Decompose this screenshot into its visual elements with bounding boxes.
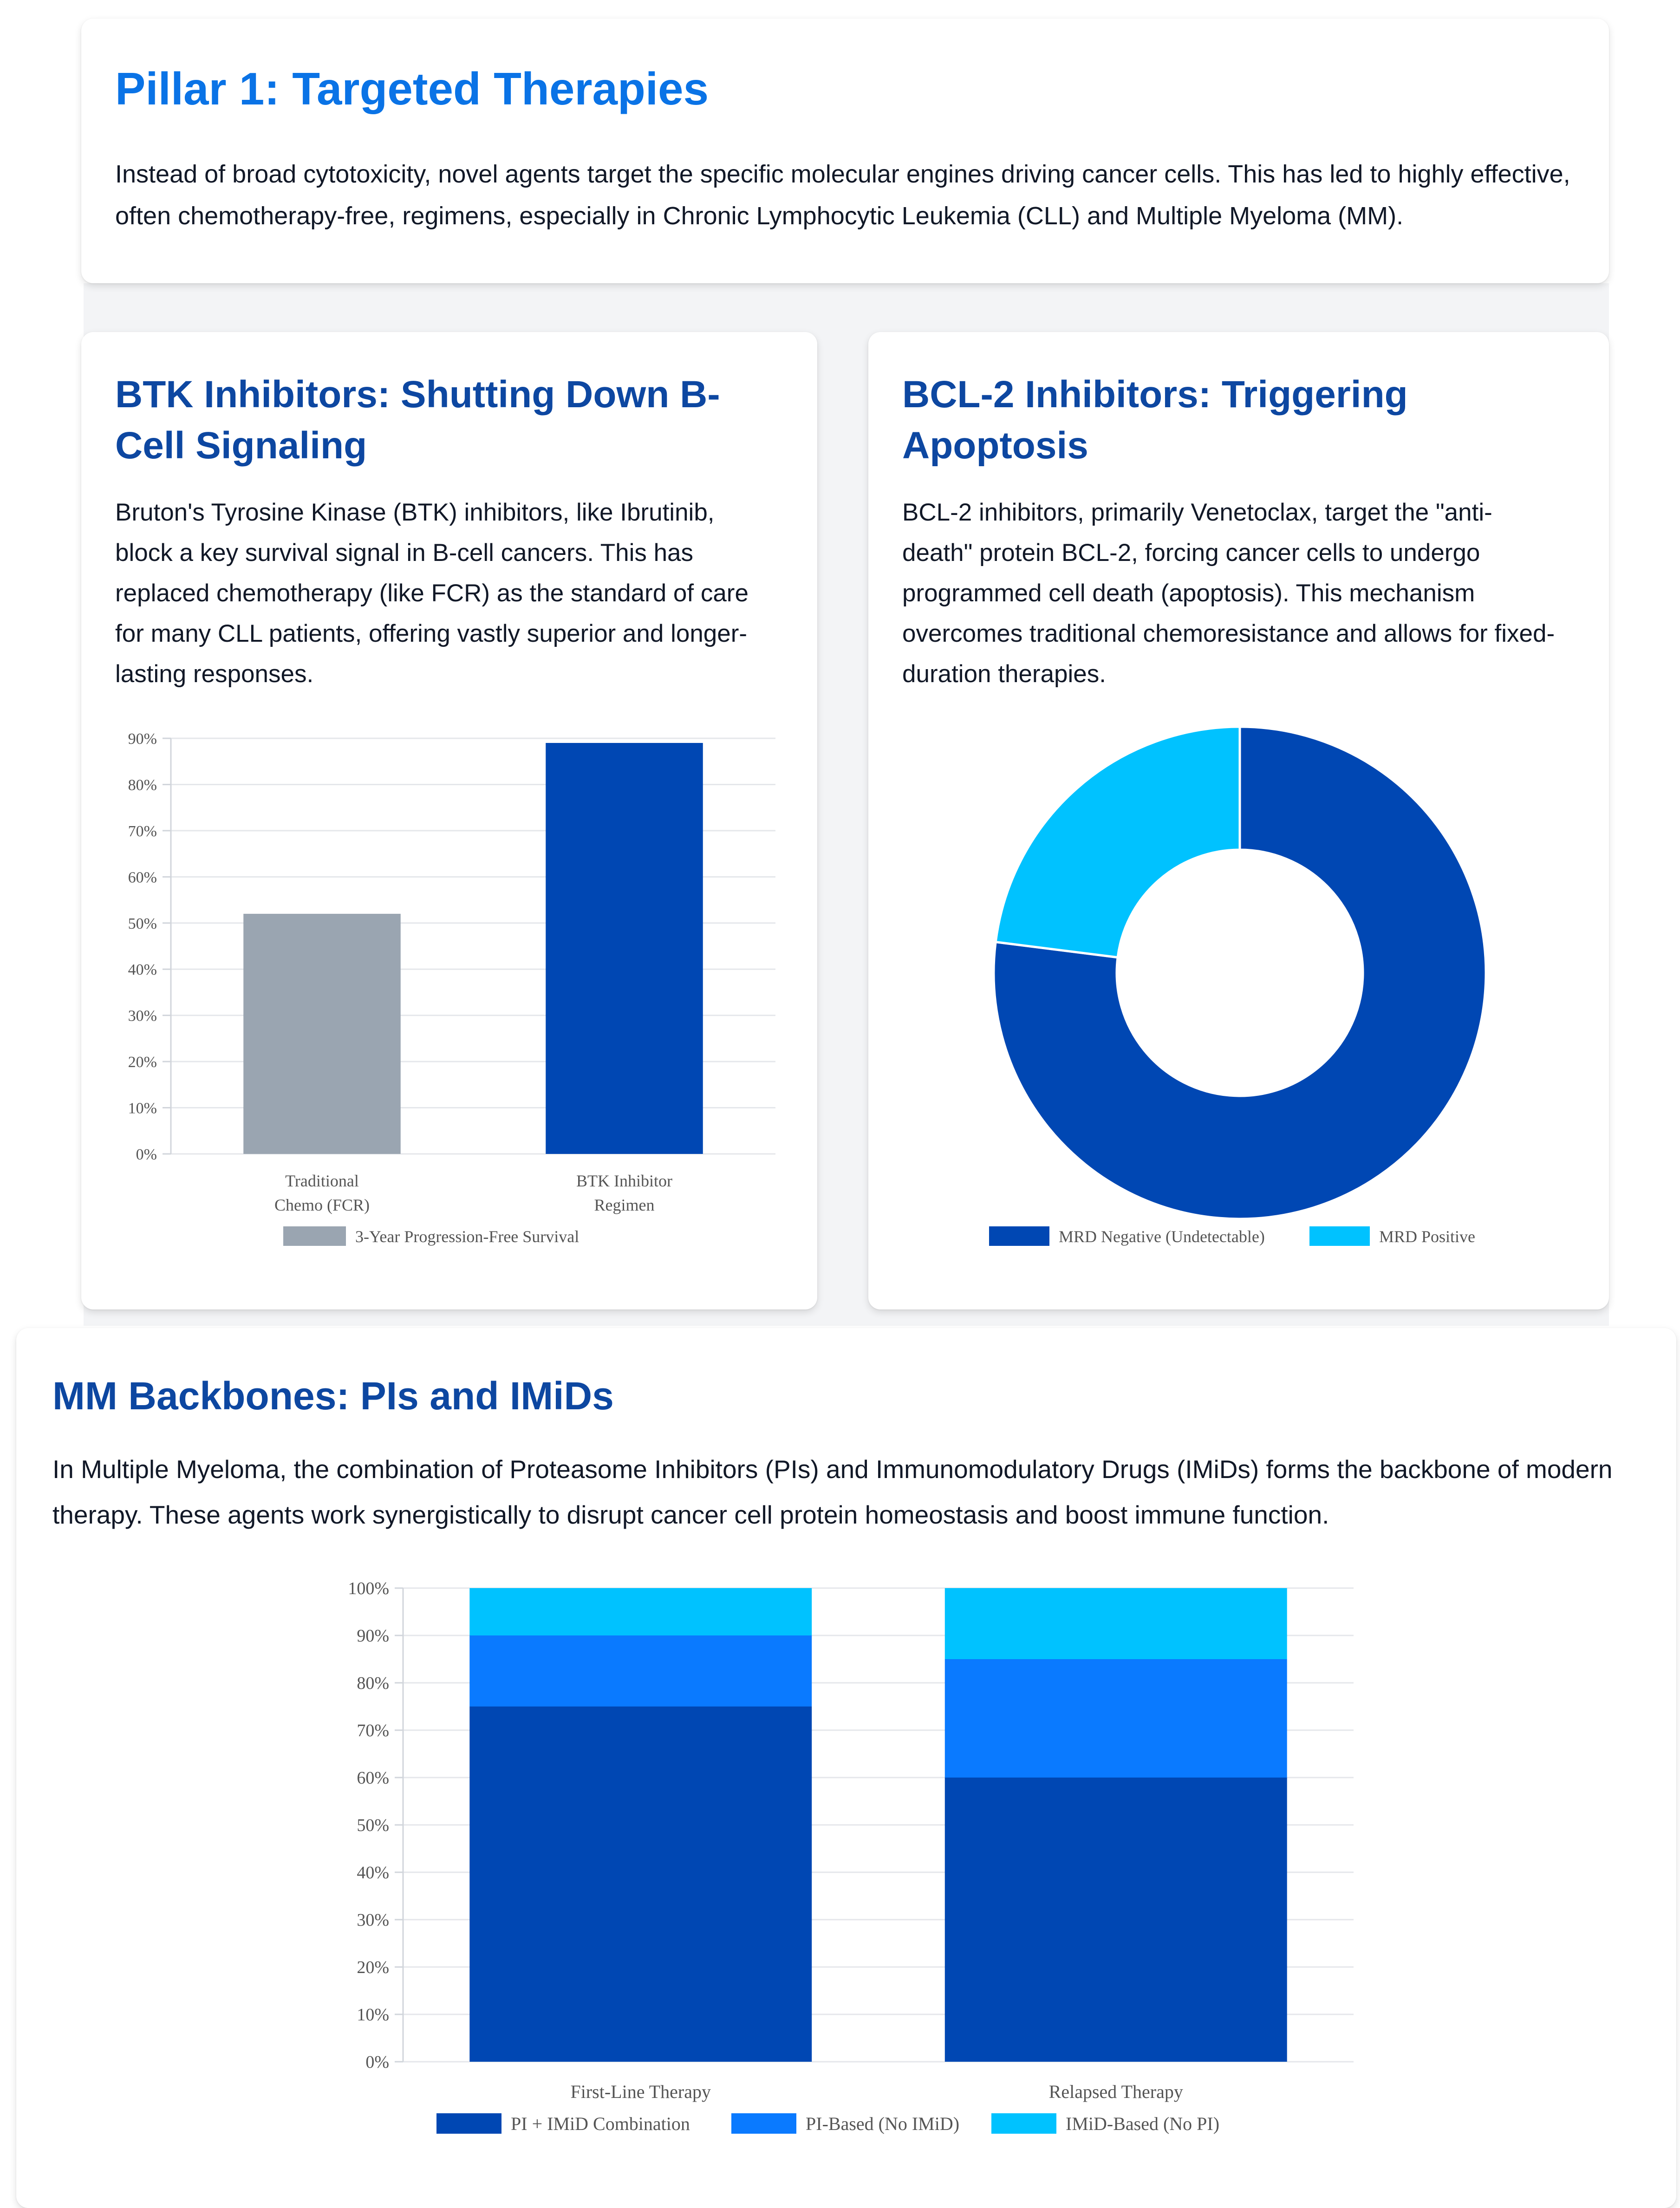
- legend-label: PI + IMiD Combination: [511, 2113, 690, 2134]
- mm-stacked-bar-chart: 0% 10% 20% 30% 40% 50% 60% 70% 80% 90% 100% First-L…: [348, 1579, 1354, 2134]
- legend-swatch: [283, 1226, 346, 1246]
- y-tick-label: 90%: [357, 1626, 389, 1646]
- bcl2-title: BCL-2 Inhibitors: Triggering Apoptosis: [902, 373, 1408, 467]
- bar-segment: [944, 1778, 1287, 2062]
- bar-segment: [944, 1588, 1287, 1659]
- legend-swatch: [991, 2113, 1056, 2134]
- y-tick-label: 80%: [357, 1674, 389, 1693]
- x-tick-label: First-Line Therapy: [570, 2081, 711, 2102]
- legend-swatch: [436, 2113, 501, 2134]
- bar-segment: [469, 1706, 812, 2062]
- donut-slice: [992, 725, 1487, 1220]
- x-tick-label: Traditional: [285, 1172, 359, 1190]
- y-tick-label: 80%: [128, 776, 157, 794]
- legend-label: MRD Positive: [1379, 1227, 1475, 1246]
- bar-segment: [944, 1659, 1287, 1778]
- btk-title: BTK Inhibitors: Shutting Down B-Cell Sig…: [115, 373, 720, 467]
- mrd-donut-chart: MRD Negative (Undetectable) MRD Positive: [989, 725, 1487, 1246]
- mm-card: MM Backbones: PIs and IMiDs In Multiple …: [16, 1328, 1676, 2208]
- x-tick-label: BTK Inhibitor: [576, 1172, 672, 1190]
- btk-pfs-bar-chart: 0% 10% 20% 30% 40% 50% 60% 70% 80% 90% Traditional…: [128, 730, 775, 1246]
- y-tick-label: 90%: [128, 730, 157, 748]
- donut-slice: [994, 725, 1241, 959]
- y-tick-label: 30%: [357, 1910, 389, 1930]
- y-tick-label: 10%: [357, 2005, 389, 2025]
- legend-label: PI-Based (No IMiD): [806, 2113, 959, 2134]
- y-tick-label: 0%: [365, 2052, 389, 2072]
- y-tick-label: 20%: [128, 1054, 157, 1071]
- bar-segment: [469, 1588, 812, 1635]
- mm-description: In Multiple Myeloma, the combination of …: [52, 1455, 1613, 1529]
- x-tick-label: Relapsed Therapy: [1049, 2081, 1183, 2102]
- x-tick-label: Regimen: [594, 1196, 655, 1214]
- y-tick-label: 0%: [136, 1146, 157, 1163]
- legend-swatch: [989, 1226, 1049, 1246]
- y-tick-label: 100%: [348, 1579, 389, 1598]
- btk-card: BTK Inhibitors: Shutting Down B-Cell Sig…: [81, 332, 817, 1309]
- y-tick-label: 40%: [357, 1863, 389, 1882]
- legend-label: 3-Year Progression-Free Survival: [355, 1227, 579, 1246]
- legend-swatch: [731, 2113, 796, 2134]
- bcl2-description: BCL-2 inhibitors, primarily Venetoclax, …: [902, 499, 1555, 688]
- y-tick-label: 70%: [128, 823, 157, 840]
- y-tick-label: 70%: [357, 1721, 389, 1740]
- section-description: Instead of broad cytotoxicity, novel age…: [115, 160, 1570, 230]
- btk-description: Bruton's Tyrosine Kinase (BTK) inhibitor…: [115, 499, 749, 688]
- y-tick-label: 10%: [128, 1100, 157, 1117]
- legend-label: MRD Negative (Undetectable): [1059, 1227, 1265, 1246]
- y-tick-label: 50%: [357, 1816, 389, 1835]
- section-title: Pillar 1: Targeted Therapies: [115, 63, 709, 114]
- y-tick-label: 50%: [128, 915, 157, 932]
- x-tick-label: Chemo (FCR): [274, 1196, 370, 1214]
- bar: [546, 743, 703, 1154]
- bar-segment: [469, 1635, 812, 1706]
- y-tick-label: 30%: [128, 1008, 157, 1025]
- legend-label: IMiD-Based (No PI): [1066, 2113, 1219, 2134]
- bcl2-card: BCL-2 Inhibitors: Triggering Apoptosis B…: [868, 332, 1609, 1309]
- mm-title: MM Backbones: PIs and IMiDs: [52, 1374, 614, 1418]
- intro-card: Pillar 1: Targeted Therapies Instead of …: [81, 19, 1609, 283]
- bar: [243, 913, 401, 1154]
- legend-swatch: [1309, 1226, 1370, 1246]
- y-tick-label: 60%: [128, 869, 157, 886]
- y-tick-label: 20%: [357, 1958, 389, 1977]
- y-tick-label: 60%: [357, 1768, 389, 1788]
- y-tick-label: 40%: [128, 961, 157, 978]
